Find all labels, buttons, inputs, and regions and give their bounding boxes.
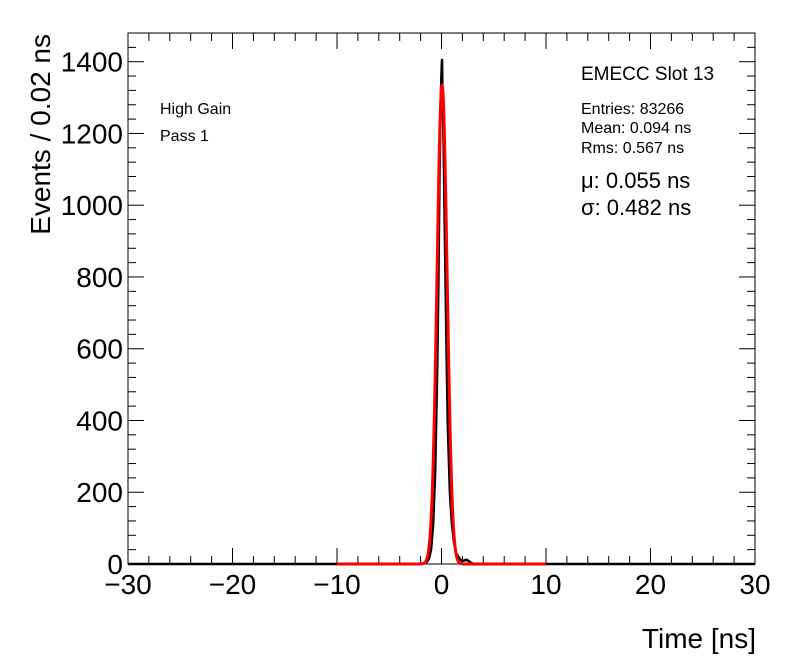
x-tick-label: 20: [635, 569, 666, 600]
histogram-series-line: [128, 58, 755, 566]
stats-rms: Rms: 0.567 ns: [581, 140, 684, 157]
x-tick-label: 0: [434, 569, 450, 600]
x-tick-label: 30: [739, 569, 770, 600]
y-tick-label: 1200: [61, 118, 123, 149]
x-tick-label: −20: [209, 569, 257, 600]
x-tick-label: −10: [313, 569, 361, 600]
y-tick-labels: 0 200 400 600 800 1000 1200 1400: [61, 47, 123, 580]
x-tick-label: −30: [104, 569, 152, 600]
annotation-high-gain: High Gain: [160, 101, 231, 118]
y-tick-label: 800: [76, 262, 123, 293]
gaussian-fit-line: [336, 83, 547, 566]
y-tick-label: 1000: [61, 190, 123, 221]
series-layer: [128, 58, 755, 566]
stats-entries: Entries: 83266: [581, 101, 684, 118]
y-tick-label: 600: [76, 334, 123, 365]
axis-ticks: [127, 32, 756, 565]
fit-mu: μ: 0.055 ns: [581, 168, 690, 193]
y-tick-label: 400: [76, 405, 123, 436]
y-tick-label: 200: [76, 477, 123, 508]
stats-mean: Mean: 0.094 ns: [581, 120, 691, 137]
x-axis-label: Time [ns]: [642, 623, 756, 654]
y-tick-label: 1400: [61, 47, 123, 78]
x-tick-label: 10: [530, 569, 561, 600]
x-tick-labels: −30 −20 −10 0 10 20 30: [104, 569, 770, 600]
fit-sigma: σ: 0.482 ns: [581, 195, 691, 220]
y-axis-label: Events / 0.02 ns: [25, 34, 56, 235]
annotation-pass: Pass 1: [160, 128, 209, 145]
stats-title: EMECC Slot 13: [581, 64, 714, 85]
y-tick-label: 0: [107, 549, 123, 580]
